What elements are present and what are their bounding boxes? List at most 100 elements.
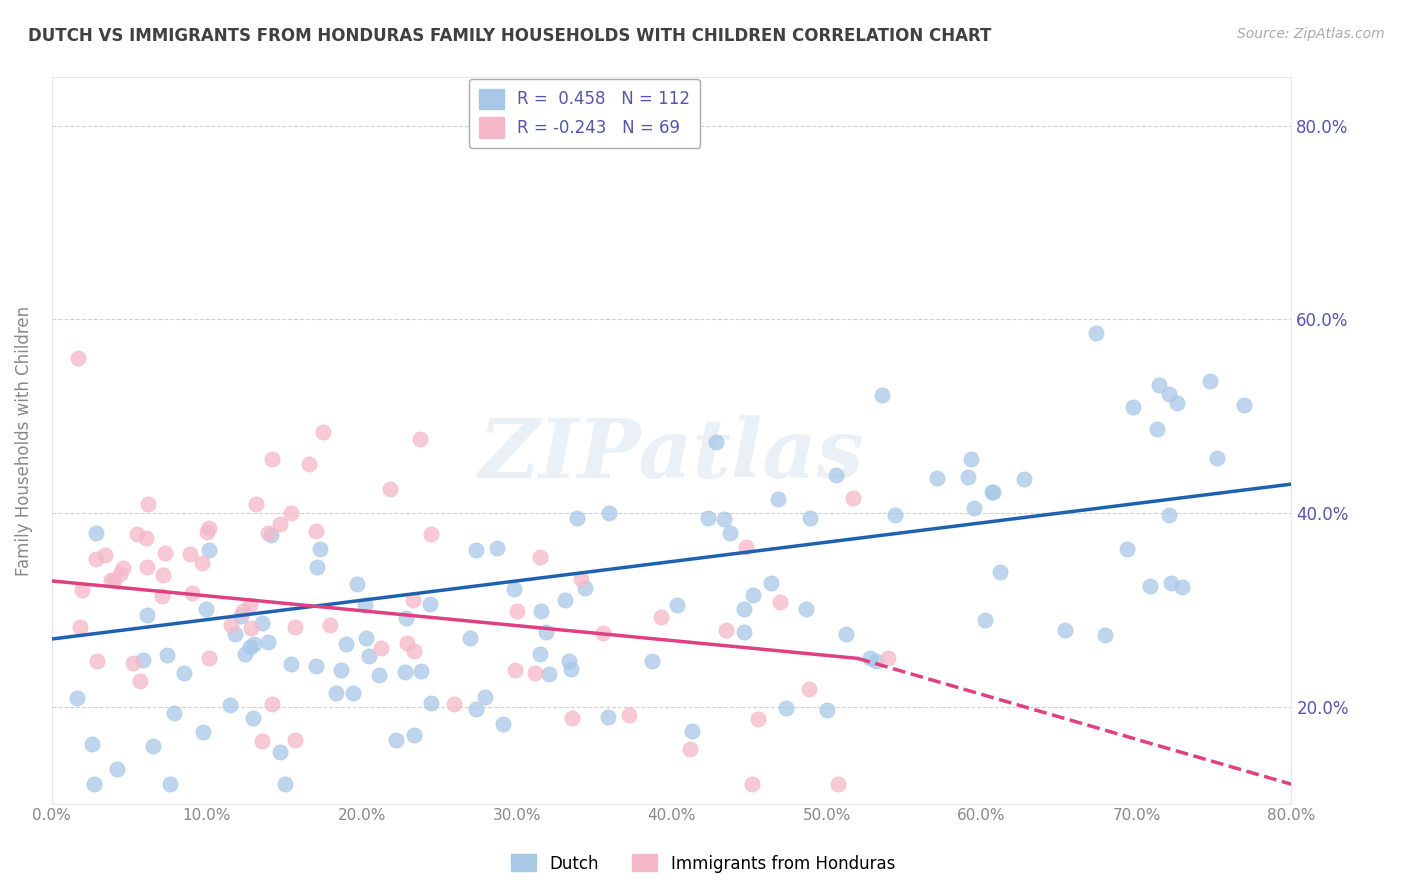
- Point: [980, 485, 1002, 500]
- Point: [775, 701, 797, 715]
- Point: [529, 550, 551, 565]
- Point: [103, 573, 125, 587]
- Point: [402, 728, 425, 742]
- Legend: Dutch, Immigrants from Honduras: Dutch, Immigrants from Honduras: [505, 847, 901, 880]
- Point: [650, 609, 672, 624]
- Point: [574, 581, 596, 595]
- Point: [93, 548, 115, 562]
- Point: [704, 435, 727, 450]
- Point: [80, 737, 103, 751]
- Point: [963, 500, 986, 515]
- Point: [1122, 400, 1144, 414]
- Point: [734, 540, 756, 554]
- Point: [284, 620, 307, 634]
- Point: [239, 640, 262, 654]
- Point: [152, 590, 174, 604]
- Point: [250, 615, 273, 630]
- Point: [959, 452, 981, 467]
- Point: [224, 627, 246, 641]
- Point: [981, 485, 1004, 500]
- Point: [319, 618, 342, 632]
- Point: [394, 611, 416, 625]
- Point: [280, 506, 302, 520]
- Point: [1157, 508, 1180, 522]
- Point: [367, 668, 389, 682]
- Point: [464, 543, 486, 558]
- Point: [269, 517, 291, 532]
- Point: [464, 702, 486, 716]
- Point: [70, 583, 93, 598]
- Point: [325, 686, 347, 700]
- Point: [370, 640, 392, 655]
- Point: [443, 697, 465, 711]
- Point: [419, 597, 441, 611]
- Point: [974, 613, 997, 627]
- Point: [84, 525, 107, 540]
- Point: [159, 777, 181, 791]
- Point: [1147, 378, 1170, 392]
- Text: Source: ZipAtlas.com: Source: ZipAtlas.com: [1237, 27, 1385, 41]
- Point: [420, 527, 443, 541]
- Point: [378, 482, 401, 496]
- Point: [86, 654, 108, 668]
- Point: [876, 650, 898, 665]
- Point: [342, 686, 364, 700]
- Point: [502, 582, 524, 597]
- Point: [242, 636, 264, 650]
- Point: [927, 471, 949, 485]
- Point: [460, 631, 482, 645]
- Point: [537, 667, 560, 681]
- Point: [260, 451, 283, 466]
- Point: [1171, 580, 1194, 594]
- Point: [598, 506, 620, 520]
- Point: [799, 682, 821, 697]
- Point: [179, 547, 201, 561]
- Point: [354, 631, 377, 645]
- Point: [245, 497, 267, 511]
- Point: [193, 725, 215, 739]
- Point: [125, 526, 148, 541]
- Point: [747, 712, 769, 726]
- Point: [768, 491, 790, 506]
- Point: [354, 598, 377, 612]
- Point: [181, 586, 204, 600]
- Point: [733, 601, 755, 615]
- Point: [1094, 628, 1116, 642]
- Text: ZIPatlas: ZIPatlas: [479, 415, 865, 495]
- Point: [128, 674, 150, 689]
- Point: [142, 739, 165, 753]
- Point: [256, 526, 278, 541]
- Point: [233, 647, 256, 661]
- Point: [163, 706, 186, 720]
- Point: [534, 625, 557, 640]
- Point: [298, 457, 321, 471]
- Point: [402, 644, 425, 658]
- Point: [136, 559, 159, 574]
- Point: [794, 602, 817, 616]
- Point: [859, 650, 882, 665]
- Point: [530, 604, 553, 618]
- Point: [617, 708, 640, 723]
- Point: [505, 603, 527, 617]
- Point: [409, 432, 432, 446]
- Point: [560, 662, 582, 676]
- Y-axis label: Family Households with Children: Family Households with Children: [15, 305, 32, 575]
- Point: [84, 551, 107, 566]
- Point: [308, 542, 330, 557]
- Point: [346, 577, 368, 591]
- Point: [198, 521, 221, 535]
- Point: [842, 491, 865, 505]
- Point: [69, 620, 91, 634]
- Point: [284, 733, 307, 747]
- Point: [190, 556, 212, 570]
- Point: [592, 625, 614, 640]
- Point: [132, 652, 155, 666]
- Point: [335, 637, 357, 651]
- Point: [713, 512, 735, 526]
- Point: [311, 425, 333, 439]
- Point: [769, 595, 792, 609]
- Point: [1139, 579, 1161, 593]
- Point: [136, 497, 159, 511]
- Point: [305, 659, 328, 673]
- Point: [1166, 396, 1188, 410]
